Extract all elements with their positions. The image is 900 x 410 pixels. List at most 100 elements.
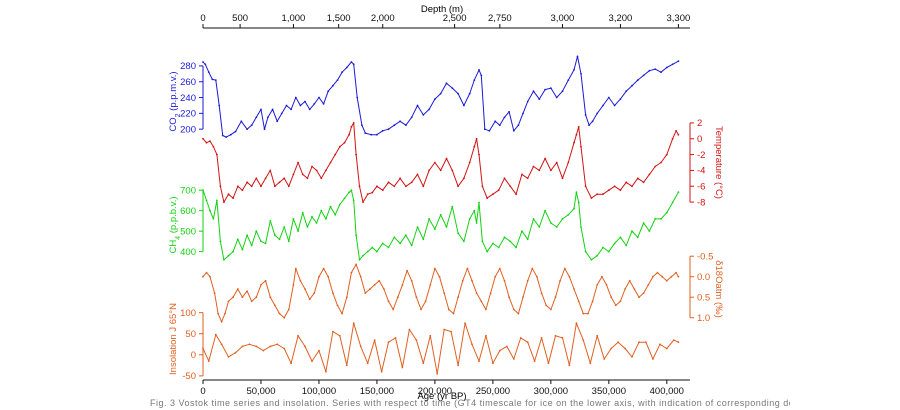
temperature-point: [607, 189, 610, 192]
co2-point: [202, 61, 204, 63]
insolation-point: [631, 356, 633, 358]
temperature-tick-label: 2: [697, 118, 702, 129]
insolation-point: [645, 341, 647, 344]
co2-point: [660, 71, 662, 74]
d18oatm-point: [652, 275, 654, 278]
insolation-point: [624, 347, 626, 350]
temperature-point: [366, 193, 369, 196]
d18oatm-point: [587, 312, 589, 315]
ch4-point: [468, 218, 471, 220]
series-temperature: 2 0 -2 -4 -6 -8 Temperature (°C): [202, 118, 724, 208]
d18oatm-point: [638, 296, 640, 299]
temperature-tick-label: -8: [697, 197, 705, 208]
co2-point: [255, 116, 258, 119]
d18oatm-point: [447, 308, 450, 311]
d18oatm-point: [308, 298, 311, 301]
d18oatm-point: [322, 267, 325, 270]
d18oatm-point: [383, 288, 385, 290]
d18oatm-point: [392, 308, 395, 311]
d18oatm-point: [550, 308, 552, 311]
ch4-tick-label: 700: [180, 185, 196, 196]
insolation-point: [202, 347, 204, 350]
d18oatm-point: [250, 300, 253, 303]
co2-tick-label: 220: [180, 109, 196, 120]
d18oatm-point: [429, 284, 432, 286]
temperature-point: [212, 145, 215, 148]
ch4-point: [607, 250, 610, 253]
insolation-point: [617, 341, 619, 344]
ch4-point: [439, 213, 442, 216]
temperature-point: [232, 197, 235, 200]
d18oatm-point: [443, 292, 446, 294]
d18oatm-point: [205, 271, 208, 274]
insolation-point: [526, 341, 529, 344]
ch4-point: [393, 236, 396, 239]
co2-point: [352, 63, 355, 66]
temperature-point: [577, 126, 580, 128]
co2-point: [480, 74, 483, 77]
temperature-point: [544, 157, 546, 160]
ch4-point: [338, 203, 341, 206]
temperature-point: [250, 185, 253, 188]
d18oatm-point: [224, 312, 226, 315]
age-tick-label: 250,000: [476, 386, 510, 397]
d18oatm-point: [318, 275, 320, 278]
ch4-point: [246, 234, 249, 237]
d18oatm-point: [489, 292, 492, 294]
d18oatm-point: [424, 300, 427, 303]
d18oatm-point: [480, 300, 483, 303]
temperature-point: [350, 126, 353, 128]
ch4-point: [292, 218, 295, 220]
depth-tick-label: 1,000: [282, 13, 306, 24]
age-tick-label: 200,000: [418, 386, 452, 397]
co2-point: [211, 78, 214, 81]
ch4-point: [410, 244, 413, 247]
co2-point: [422, 114, 425, 116]
temperature-point: [287, 185, 290, 188]
co2-point: [405, 124, 407, 127]
temperature-axis-title: Temperature (°C): [713, 126, 724, 199]
depth-axis-title: Depth (m): [421, 4, 463, 15]
temperature-point: [241, 189, 244, 192]
insolation-point: [408, 328, 411, 331]
temperature-point: [492, 193, 494, 196]
co2-point: [285, 104, 288, 107]
temperature-point: [625, 181, 628, 184]
temperature-tick-label: -2: [697, 150, 705, 161]
depth-tick-label: 2,500: [443, 13, 467, 24]
co2-point: [473, 79, 476, 81]
d18oatm-point: [287, 308, 290, 311]
co2-point: [327, 90, 330, 93]
d18oatm-point: [466, 267, 469, 270]
temperature-point: [283, 177, 286, 180]
insolation-tick-label: 100: [180, 308, 196, 319]
co2-point: [214, 79, 217, 81]
d18oatm-point: [410, 279, 413, 282]
co2-point: [267, 116, 269, 119]
co2-point: [619, 98, 622, 100]
depth-tick-label: 3,300: [667, 13, 691, 24]
co2-point: [308, 108, 311, 111]
temperature-point: [387, 181, 390, 184]
co2-point: [591, 120, 594, 123]
ch4-point: [297, 230, 299, 233]
d18oatm-point: [591, 300, 594, 303]
ch4-point: [232, 250, 235, 253]
co2-point: [463, 104, 465, 107]
insolation-line: [202, 322, 679, 375]
temperature-point: [219, 185, 222, 188]
temperature-point: [362, 201, 364, 204]
depth-tick-label: 0: [200, 13, 205, 24]
insolation-point: [672, 339, 675, 341]
ch4-line: [202, 189, 679, 261]
depth-tick-label: 1,500: [327, 13, 351, 24]
co2-point: [555, 96, 558, 99]
insolation-point: [471, 343, 473, 346]
co2-point: [625, 90, 628, 93]
temperature-point: [223, 201, 225, 204]
ch4-point: [550, 222, 552, 224]
co2-point: [290, 108, 292, 111]
ch4-point: [613, 242, 616, 245]
co2-point: [631, 84, 633, 87]
